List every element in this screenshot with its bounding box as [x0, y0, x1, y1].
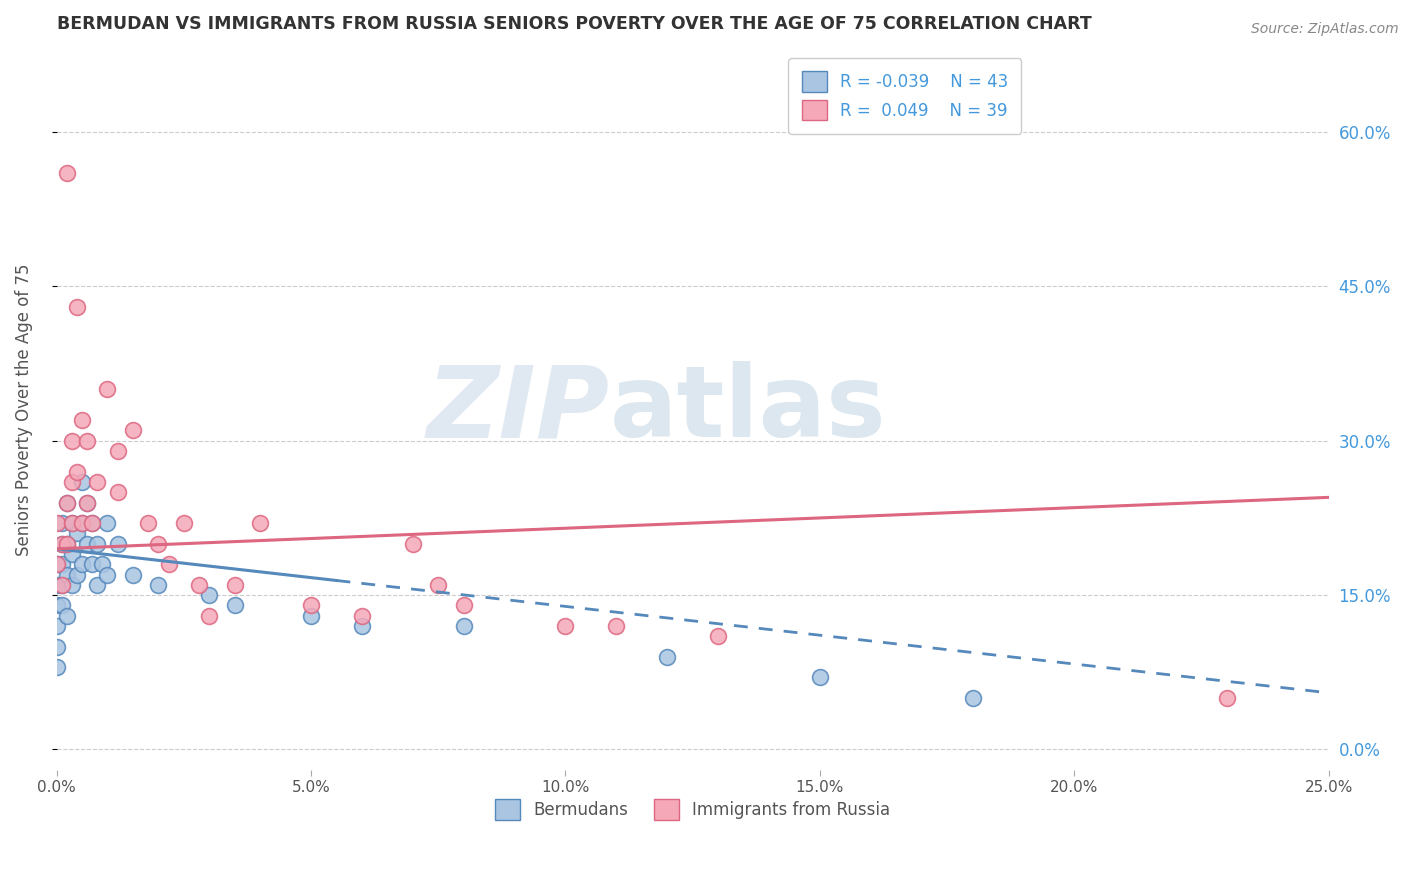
Point — [56, 567, 79, 582]
Text: Source: ZipAtlas.com: Source: ZipAtlas.com — [1251, 22, 1399, 37]
Point — [45, 599, 67, 613]
Point — [76, 434, 98, 448]
Point — [45, 619, 67, 633]
Text: atlas: atlas — [610, 361, 887, 458]
Point — [808, 670, 831, 684]
Point — [60, 475, 83, 489]
Point — [82, 516, 104, 530]
Point — [82, 516, 104, 530]
Point — [60, 547, 83, 561]
Point — [299, 608, 322, 623]
Point — [45, 558, 67, 572]
Point — [224, 599, 246, 613]
Point — [56, 495, 79, 509]
Point — [60, 578, 83, 592]
Point — [82, 558, 104, 572]
Point — [605, 619, 627, 633]
Text: ZIP: ZIP — [427, 361, 610, 458]
Point — [66, 465, 89, 479]
Point — [76, 495, 98, 509]
Point — [45, 578, 67, 592]
Point — [56, 608, 79, 623]
Point — [60, 516, 83, 530]
Point — [962, 690, 984, 705]
Point — [173, 516, 195, 530]
Point — [66, 526, 89, 541]
Point — [91, 558, 114, 572]
Point — [70, 516, 93, 530]
Point — [249, 516, 271, 530]
Point — [76, 536, 98, 550]
Y-axis label: Seniors Poverty Over the Age of 75: Seniors Poverty Over the Age of 75 — [15, 264, 32, 557]
Point — [107, 444, 129, 458]
Point — [107, 536, 129, 550]
Point — [66, 567, 89, 582]
Point — [70, 516, 93, 530]
Point — [45, 640, 67, 654]
Point — [60, 516, 83, 530]
Point — [51, 599, 73, 613]
Point — [56, 166, 79, 180]
Point — [157, 558, 180, 572]
Point — [86, 578, 108, 592]
Point — [51, 516, 73, 530]
Point — [51, 578, 73, 592]
Point — [350, 619, 373, 633]
Point — [107, 485, 129, 500]
Point — [707, 629, 730, 643]
Point — [86, 536, 108, 550]
Point — [198, 588, 221, 602]
Point — [66, 300, 89, 314]
Point — [122, 567, 145, 582]
Point — [350, 608, 373, 623]
Point — [148, 536, 170, 550]
Point — [56, 536, 79, 550]
Point — [45, 558, 67, 572]
Point — [51, 578, 73, 592]
Point — [122, 424, 145, 438]
Point — [60, 434, 83, 448]
Text: BERMUDAN VS IMMIGRANTS FROM RUSSIA SENIORS POVERTY OVER THE AGE OF 75 CORRELATIO: BERMUDAN VS IMMIGRANTS FROM RUSSIA SENIO… — [56, 15, 1091, 33]
Point — [402, 536, 425, 550]
Point — [136, 516, 159, 530]
Point — [1216, 690, 1239, 705]
Point — [51, 536, 73, 550]
Point — [453, 619, 475, 633]
Point — [51, 558, 73, 572]
Point — [96, 382, 118, 396]
Point — [96, 516, 118, 530]
Point — [427, 578, 450, 592]
Point — [76, 495, 98, 509]
Point — [70, 475, 93, 489]
Point — [96, 567, 118, 582]
Point — [51, 536, 73, 550]
Point — [45, 660, 67, 674]
Point — [554, 619, 576, 633]
Point — [56, 495, 79, 509]
Point — [453, 599, 475, 613]
Point — [70, 558, 93, 572]
Point — [56, 536, 79, 550]
Point — [299, 599, 322, 613]
Point — [86, 475, 108, 489]
Legend: Bermudans, Immigrants from Russia: Bermudans, Immigrants from Russia — [489, 793, 897, 827]
Point — [224, 578, 246, 592]
Point — [657, 649, 679, 664]
Point — [45, 516, 67, 530]
Point — [148, 578, 170, 592]
Point — [70, 413, 93, 427]
Point — [198, 608, 221, 623]
Point — [188, 578, 211, 592]
